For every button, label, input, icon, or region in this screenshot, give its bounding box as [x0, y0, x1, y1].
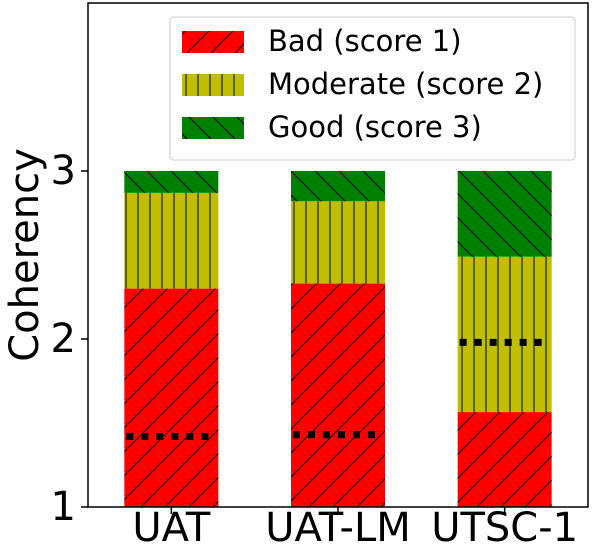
x-tick-label: UAT [132, 505, 211, 549]
legend-label: Moderate (score 2) [268, 67, 543, 101]
legend-swatch-hatch [182, 117, 244, 139]
legend-swatch-hatch [182, 74, 244, 96]
bar-segment [457, 256, 552, 413]
y-tick-label: 3 [51, 148, 76, 194]
x-tick-label: UTSC-1 [431, 505, 578, 549]
x-tick-label: UAT-LM [265, 505, 411, 549]
legend-label: Bad (score 1) [268, 24, 462, 58]
y-tick-label: 2 [51, 316, 76, 362]
bar-segment [124, 288, 219, 507]
axes-frame [87, 2, 589, 508]
bar-segment [124, 192, 219, 289]
bar-segment [291, 283, 385, 507]
bar-segment [291, 201, 385, 284]
bar-segment [457, 412, 552, 507]
legend-label: Good (score 3) [268, 110, 482, 144]
y-tick-label: 1 [51, 484, 76, 530]
bar-segment [124, 171, 219, 193]
bar-segment [457, 171, 552, 257]
legend-box [169, 16, 576, 161]
bar-segment [291, 171, 385, 202]
legend-swatch-hatch [182, 31, 244, 53]
y-axis-label: Coherency [2, 148, 48, 362]
